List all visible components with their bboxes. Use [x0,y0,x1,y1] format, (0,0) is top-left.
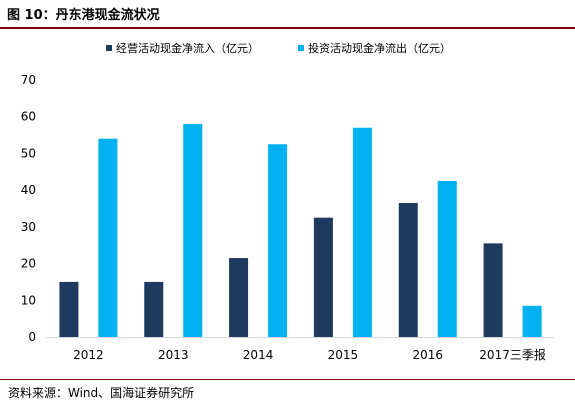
y-tick-label: 40 [21,183,36,197]
bar-investing-2014 [268,144,288,337]
bar-investing-2013 [183,124,203,337]
chart-legend: 经营活动现金净流入（亿元） 投资活动现金净流出（亿元） [106,41,451,55]
x-tick-label: 2014 [243,348,274,362]
y-tick-label: 20 [21,257,36,271]
x-tick-label: 2017三季报 [479,347,546,362]
x-tick-label: 2012 [73,348,104,362]
y-tick-label: 10 [21,293,36,307]
bar-investing-2016 [437,180,457,337]
y-tick-label: 70 [21,73,36,87]
bar-chart: 经营活动现金净流入（亿元） 投资活动现金净流出（亿元） 0 10 20 30 40 50 60… [21,41,555,362]
y-tick-label: 30 [21,220,36,234]
bar-operating-2012 [59,281,79,337]
bar-investing-2012 [98,138,118,337]
source-note: 资料来源：Wind、国海证券研究所 [8,386,195,400]
x-tick-label: 2015 [328,348,359,362]
legend-swatch-2 [298,45,304,51]
y-tick-label: 0 [28,330,36,344]
y-tick-label: 50 [21,146,36,160]
bar-investing-2017三季报 [522,305,542,337]
bar-operating-2013 [144,281,164,337]
y-axis: 0 10 20 30 40 50 60 70 [21,73,36,344]
y-tick-label: 60 [21,110,36,124]
bar-operating-2014 [229,258,249,337]
legend-swatch-1 [106,45,112,51]
figure-header: 图 10：丹东港现金流状况 [0,0,575,27]
x-tick-label: 2013 [158,348,189,362]
bottom-rule [0,379,575,380]
top-rule [0,27,575,29]
x-tick-label: 2016 [412,348,443,362]
legend-label-1: 经营活动现金净流入（亿元） [116,41,259,55]
figure-title: 图 10：丹东港现金流状况 [7,8,160,23]
bar-series [59,124,542,337]
x-axis: 2012 2013 2014 2015 2016 2017三季报 [46,337,555,362]
bar-operating-2016 [398,202,418,337]
legend-label-2: 投资活动现金净流出（亿元） [308,41,451,55]
bar-investing-2015 [352,127,372,337]
bar-operating-2017三季报 [483,243,503,337]
bar-operating-2015 [313,217,333,337]
